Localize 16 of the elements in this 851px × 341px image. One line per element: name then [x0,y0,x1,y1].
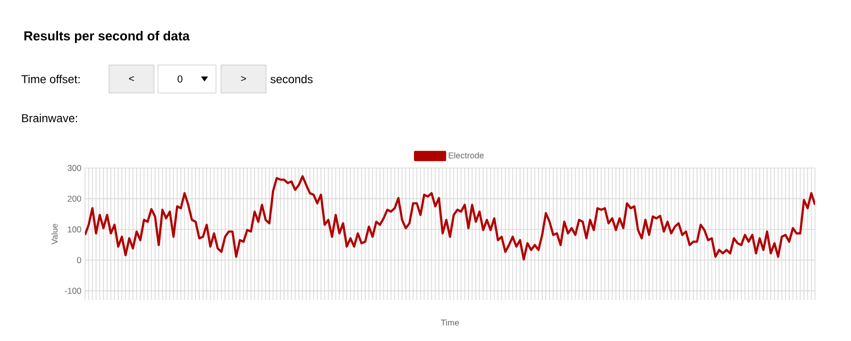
x-axis-title: Time [440,319,459,326]
y-tick-label: 200 [68,196,82,202]
text: > [241,76,246,82]
legend-label: Electrode [448,152,484,158]
text: Time offset: [21,74,80,84]
text: Brainwave: [22,114,78,122]
y-axis-title: Value [51,224,58,245]
text: 0 [178,75,182,83]
y-tick-label: 100 [68,226,82,232]
y-tick-label: 300 [68,165,82,172]
text: < [129,76,134,82]
line-series [85,175,816,261]
y-tick-label: 0 [77,257,82,264]
y-tick-label: -100 [64,288,82,294]
chart-title: Results per second of data [24,30,190,44]
text: seconds [270,74,313,84]
